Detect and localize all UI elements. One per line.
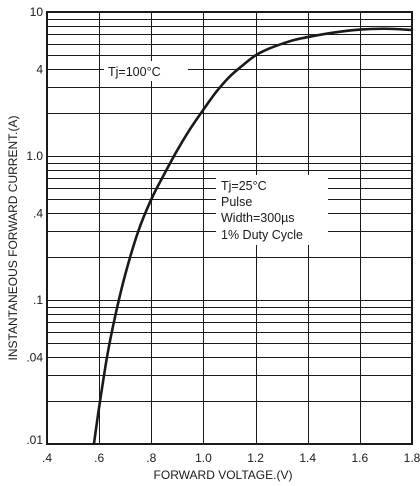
annotation-tj25-backdrop	[216, 175, 328, 245]
y-axis-label: INSTANTANEOUS FORWARD CURRENT.(A)	[6, 116, 20, 361]
y-tick-label: 4	[36, 62, 43, 76]
annotations: Tj=100°C Tj=25°C Pulse Width=300µs 1% Du…	[104, 61, 328, 245]
x-tick-label: 1.8	[404, 451, 420, 465]
x-tick-label: 1.6	[352, 451, 369, 465]
x-axis-label: FORWARD VOLTAGE.(V)	[154, 468, 293, 482]
y-tick-label: .1	[33, 293, 43, 307]
annotation-tj25-line1: Tj=25°C	[221, 179, 267, 193]
x-tick-label: .4	[42, 451, 52, 465]
annotation-tj100-backdrop	[104, 61, 188, 81]
x-tick-label: .6	[94, 451, 104, 465]
y-tick-label: .4	[33, 206, 43, 220]
curve-layer	[92, 27, 414, 446]
tick-labels: .4 .6 .8 1.0 1.2 1.4 1.6 1.8 .01 .04 .1 .4 1.0 4 10	[26, 5, 420, 465]
plot-frame	[46, 11, 413, 445]
y-tick-label: .01	[26, 433, 43, 447]
annotation-tj25-line3: Width=300µs	[221, 211, 295, 225]
x-tick-label: .8	[146, 451, 156, 465]
x-tick-label: 1.2	[247, 451, 264, 465]
x-tick-label: 1.4	[299, 451, 316, 465]
y-tick-label: 1.0	[26, 149, 43, 163]
annotation-tj25-line4: 1% Duty Cycle	[221, 228, 303, 242]
annotation-tj100: Tj=100°C	[108, 65, 161, 79]
y-tick-label: .04	[26, 350, 43, 364]
x-tick-label: 1.0	[195, 451, 212, 465]
annotation-tj25-line2: Pulse	[221, 195, 252, 209]
y-tick-label: 10	[30, 5, 44, 19]
forward-current-curve	[92, 27, 414, 446]
